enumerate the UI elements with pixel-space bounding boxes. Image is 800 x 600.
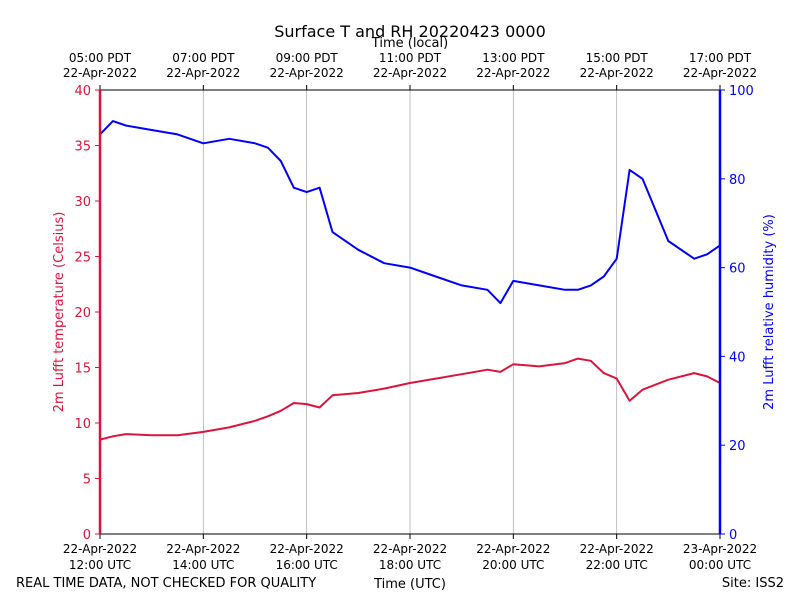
x-tick-label-time: 22:00 UTC: [586, 558, 648, 572]
y-axis-label: 2m Lufft temperature (Celsius): [52, 212, 67, 413]
y-tick-label: 15: [74, 362, 91, 377]
x-tick-label-date: 22-Apr-2022: [270, 542, 344, 556]
top-axis-label: Time (local): [371, 36, 448, 51]
y2-tick-label: 100: [729, 84, 754, 99]
x-tick-label-time: 00:00 UTC: [689, 558, 751, 572]
x-tick-label-time: 14:00 UTC: [172, 558, 234, 572]
temperature-series-line: [99, 357, 721, 441]
y2-tick-label: 40: [729, 350, 746, 365]
x2-tick-label-time: 11:00 PDT: [379, 51, 442, 65]
x2-tick-label-time: 15:00 PDT: [586, 51, 649, 65]
y-tick-label: 20: [74, 306, 91, 321]
y2-tick-label: 60: [729, 262, 746, 277]
y-tick-label: 40: [74, 84, 91, 99]
y-tick-label: 30: [74, 195, 91, 210]
x-axis-label: Time (UTC): [373, 577, 446, 592]
x-tick-label-date: 23-Apr-2022: [683, 542, 757, 556]
y-tick-label: 35: [74, 140, 91, 155]
x2-tick-label-time: 07:00 PDT: [172, 51, 235, 65]
vertical-grid: [202, 90, 618, 534]
x2-tick-label-date: 22-Apr-2022: [580, 66, 654, 80]
humidity-series-line: [99, 120, 721, 305]
y-tick-label: 10: [74, 417, 91, 432]
y2-tick-label: 0: [729, 528, 737, 543]
x2-tick-label-time: 05:00 PDT: [69, 51, 132, 65]
y2-tick-label: 20: [729, 439, 746, 454]
x2-tick-label-time: 13:00 PDT: [482, 51, 545, 65]
y-tick-label: 0: [83, 528, 91, 543]
x-tick-label-time: 18:00 UTC: [379, 558, 441, 572]
x2-tick-label-date: 22-Apr-2022: [63, 66, 137, 80]
x2-tick-label-date: 22-Apr-2022: [166, 66, 240, 80]
y-tick-label: 25: [74, 251, 91, 266]
y2-tick-label: 80: [729, 173, 746, 188]
quality-disclaimer: REAL TIME DATA, NOT CHECKED FOR QUALITY: [16, 576, 317, 591]
x-tick-label-date: 22-Apr-2022: [63, 542, 137, 556]
y2-axis-label: 2m Lufft relative humidity (%): [762, 214, 777, 410]
series-layer: [99, 120, 721, 441]
x-tick-label-date: 22-Apr-2022: [373, 542, 447, 556]
y-tick-label: 5: [83, 473, 91, 488]
site-label: Site: ISS2: [721, 576, 784, 591]
x-tick-label-date: 22-Apr-2022: [476, 542, 550, 556]
x-tick-label-time: 20:00 UTC: [482, 558, 544, 572]
x2-tick-label-date: 22-Apr-2022: [270, 66, 344, 80]
chart-title: Surface T and RH 20220423 0000: [274, 22, 546, 41]
x2-tick-label-time: 09:00 PDT: [276, 51, 339, 65]
x2-tick-label-date: 22-Apr-2022: [373, 66, 447, 80]
x-tick-label-time: 12:00 UTC: [69, 558, 131, 572]
x-tick-label-time: 16:00 UTC: [276, 558, 338, 572]
x2-tick-label-time: 17:00 PDT: [689, 51, 752, 65]
x-tick-label-date: 22-Apr-2022: [580, 542, 654, 556]
x2-tick-label-date: 22-Apr-2022: [476, 66, 550, 80]
x2-tick-label-date: 22-Apr-2022: [683, 66, 757, 80]
x-tick-label-date: 22-Apr-2022: [166, 542, 240, 556]
